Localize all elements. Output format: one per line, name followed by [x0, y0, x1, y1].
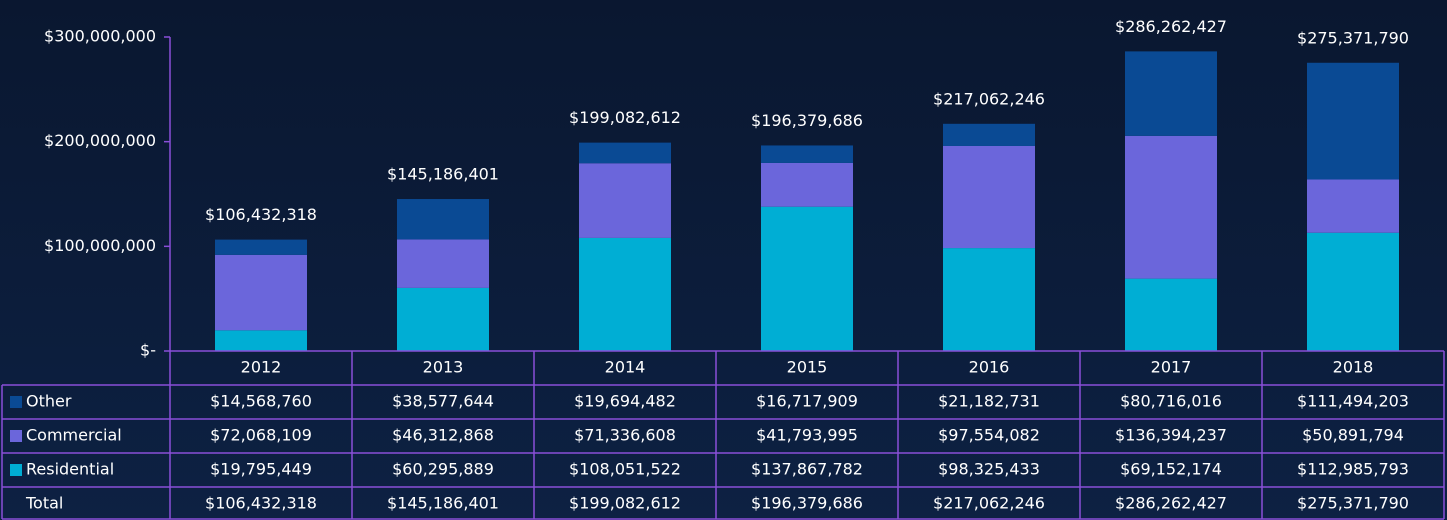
total-row-label: Total [25, 494, 63, 513]
table-cell: $41,793,995 [756, 426, 858, 445]
bar-segment [397, 287, 489, 351]
table-cell: $21,182,731 [938, 392, 1040, 411]
bar-segment [1125, 278, 1217, 351]
total-label: $286,262,427 [1115, 17, 1227, 36]
table-cell: $199,082,612 [569, 494, 681, 513]
bar-segment [215, 330, 307, 351]
total-label: $217,062,246 [933, 89, 1045, 108]
bar-segment [215, 254, 307, 331]
total-label: $199,082,612 [569, 108, 681, 127]
legend-key [10, 430, 22, 442]
bar-segment [1125, 51, 1217, 136]
bar-segment [579, 237, 671, 351]
table-cell: $106,432,318 [205, 494, 317, 513]
x-tick-label: 2015 [787, 358, 828, 377]
table-cell: $196,379,686 [751, 494, 863, 513]
x-tick-label: 2016 [969, 358, 1010, 377]
table-cell: $69,152,174 [1120, 460, 1222, 479]
y-tick-label: $300,000,000 [44, 27, 156, 46]
y-tick-label: $100,000,000 [44, 236, 156, 255]
table-cell: $60,295,889 [392, 460, 494, 479]
table-cell: $137,867,782 [751, 460, 863, 479]
legend-key [10, 396, 22, 408]
table-cell: $50,891,794 [1302, 426, 1404, 445]
bar-segment [761, 162, 853, 207]
legend-label: Other [26, 392, 72, 411]
table-cell: $108,051,522 [569, 460, 681, 479]
bar-segment [1307, 232, 1399, 351]
bar-segment [943, 145, 1035, 249]
table-cell: $97,554,082 [938, 426, 1040, 445]
x-tick-label: 2017 [1151, 358, 1192, 377]
x-tick-label: 2012 [241, 358, 282, 377]
bar-segment [579, 142, 671, 164]
bar-segment [397, 199, 489, 240]
table-cell: $275,371,790 [1297, 494, 1409, 513]
table-cell: $136,394,237 [1115, 426, 1227, 445]
table-cell: $145,186,401 [387, 494, 499, 513]
bar-segment [215, 239, 307, 255]
bar-segment [397, 239, 489, 288]
table-cell: $71,336,608 [574, 426, 676, 445]
table-cell: $46,312,868 [392, 426, 494, 445]
table-cell: $80,716,016 [1120, 392, 1222, 411]
bar-segment [579, 163, 671, 238]
y-tick-label: $200,000,000 [44, 131, 156, 150]
table-cell: $14,568,760 [210, 392, 312, 411]
bar-segment [761, 145, 853, 163]
total-label: $106,432,318 [205, 205, 317, 224]
x-tick-label: 2013 [423, 358, 464, 377]
table-cell: $16,717,909 [756, 392, 858, 411]
y-tick-label: $- [140, 341, 156, 360]
legend-label: Commercial [26, 426, 122, 445]
table-cell: $19,694,482 [574, 392, 676, 411]
legend-label: Residential [26, 460, 114, 479]
total-label: $145,186,401 [387, 165, 499, 184]
bar-segment [943, 248, 1035, 351]
table-cell: $38,577,644 [392, 392, 494, 411]
table-cell: $112,985,793 [1297, 460, 1409, 479]
table-cell: $19,795,449 [210, 460, 312, 479]
bar-segment [1307, 179, 1399, 233]
table-cell: $217,062,246 [933, 494, 1045, 513]
x-tick-label: 2014 [605, 358, 646, 377]
table-cell: $72,068,109 [210, 426, 312, 445]
table-cell: $286,262,427 [1115, 494, 1227, 513]
x-tick-label: 2018 [1333, 358, 1374, 377]
total-label: $275,371,790 [1297, 28, 1409, 47]
bar-segment [761, 206, 853, 351]
bar-segment [1307, 62, 1399, 180]
legend-key [10, 464, 22, 476]
table-cell: $98,325,433 [938, 460, 1040, 479]
bar-segment [943, 123, 1035, 146]
bar-segment [1125, 135, 1217, 279]
table-cell: $111,494,203 [1297, 392, 1409, 411]
total-label: $196,379,686 [751, 111, 863, 130]
